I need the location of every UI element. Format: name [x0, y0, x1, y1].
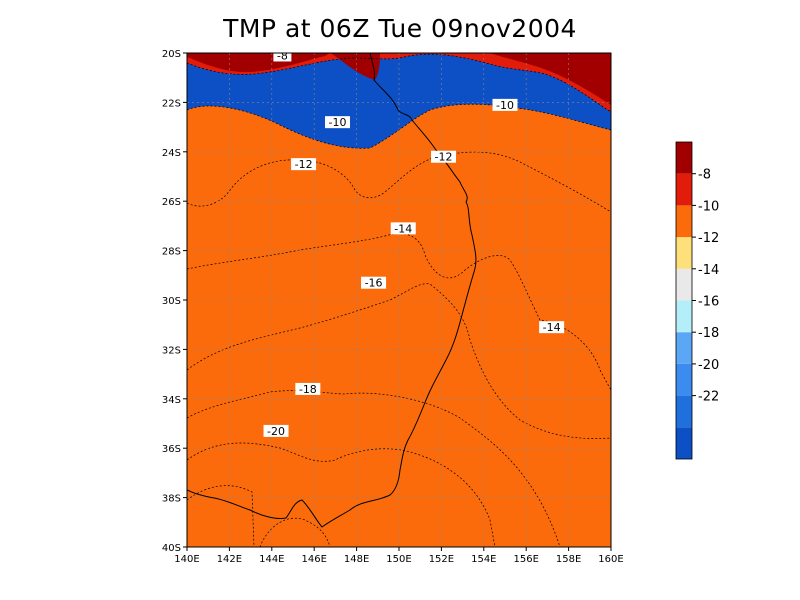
x-tick-label: 140E [174, 554, 199, 565]
contour-label-bg [492, 98, 518, 111]
y-tick-label: 20S [162, 49, 181, 60]
colorbar-swatch [676, 237, 692, 269]
y-tick-label: 32S [162, 345, 181, 356]
x-tick-label: 154E [471, 554, 496, 565]
colorbar-label: -16 [698, 295, 719, 310]
y-axis: 20S 22S 24S 26S 28S 30S 32S 34S 36S 38S 40S [162, 49, 187, 554]
y-tick-label: 34S [162, 395, 181, 406]
contour-label-bg [390, 222, 416, 235]
contour-label: -8 [277, 49, 288, 62]
contour-label-bg [273, 53, 292, 62]
colorbar-label: -22 [698, 390, 719, 405]
colorbar-swatch [676, 363, 692, 396]
x-tick-label: 150E [386, 554, 411, 565]
colorbar-swatch [676, 300, 692, 333]
y-tick-label: 22S [162, 98, 181, 109]
contour-label: -18 [299, 383, 317, 396]
y-tick-label: 28S [162, 247, 181, 258]
contour-label-bg [291, 158, 317, 171]
coastline [187, 53, 477, 528]
contour-label-bg [263, 424, 289, 437]
colorbar-swatch [676, 205, 692, 238]
colorbar-label: -18 [698, 326, 719, 341]
x-axis: 140E 142E 144E 146E 148E 150E 152E 154E 156E 158E… [174, 547, 624, 565]
contour-label: -10 [329, 116, 347, 129]
contour-label-bg [431, 150, 457, 163]
y-tick-label: 40S [162, 543, 181, 554]
colorbar-swatch [676, 332, 692, 364]
y-tick-label: 36S [162, 444, 181, 455]
colorbar-label: -12 [698, 231, 719, 246]
x-tick-label: 144E [259, 554, 284, 565]
grid-lines [187, 53, 611, 547]
colorbar-label: -14 [698, 263, 719, 278]
contour-label-bg [539, 321, 565, 334]
x-tick-label: 158E [556, 554, 581, 565]
contour-label: -10 [496, 99, 514, 112]
contour-lines [187, 53, 611, 547]
x-tick-label: 146E [301, 554, 326, 565]
contour-label-bg [295, 382, 321, 395]
x-tick-label: 156E [513, 554, 538, 565]
contour-label: -12 [435, 151, 453, 164]
x-tick-label: 142E [217, 554, 242, 565]
colorbar-swatch [676, 268, 692, 301]
colorbar-swatch [676, 173, 692, 206]
y-tick-label: 38S [162, 494, 181, 505]
y-tick-label: 30S [162, 296, 181, 307]
colorbar-label: -20 [698, 358, 719, 373]
contour-label: -20 [267, 425, 285, 438]
x-tick-label: 160E [598, 554, 623, 565]
colorbar-swatch [676, 427, 692, 459]
y-tick-label: 24S [162, 148, 181, 159]
chart-title: TMP at 06Z Tue 09nov2004 [223, 14, 577, 43]
contour-label-bg [325, 116, 351, 129]
x-tick-label: 152E [429, 554, 454, 565]
contour-label: -12 [295, 158, 313, 171]
x-tick-label: 148E [344, 554, 369, 565]
band-minus10-to-minus8 [187, 104, 611, 547]
contour-label: -14 [543, 321, 561, 334]
colorbar-label: -8 [698, 168, 711, 183]
contour-label: -14 [394, 222, 412, 235]
contour-label: -16 [365, 277, 383, 290]
colorbar-swatch [676, 395, 692, 428]
contour-label-bg [361, 276, 387, 289]
colorbar-swatch [676, 142, 692, 174]
colorbar: -8 -10 -12 -14 -16 -18 -20 -22 [675, 141, 719, 460]
colorbar-label: -10 [698, 199, 719, 214]
y-tick-label: 26S [162, 197, 181, 208]
contour-labels: -8 -10 -10 -12 -12 -14 -16 -14 -18 -20 [263, 49, 565, 438]
